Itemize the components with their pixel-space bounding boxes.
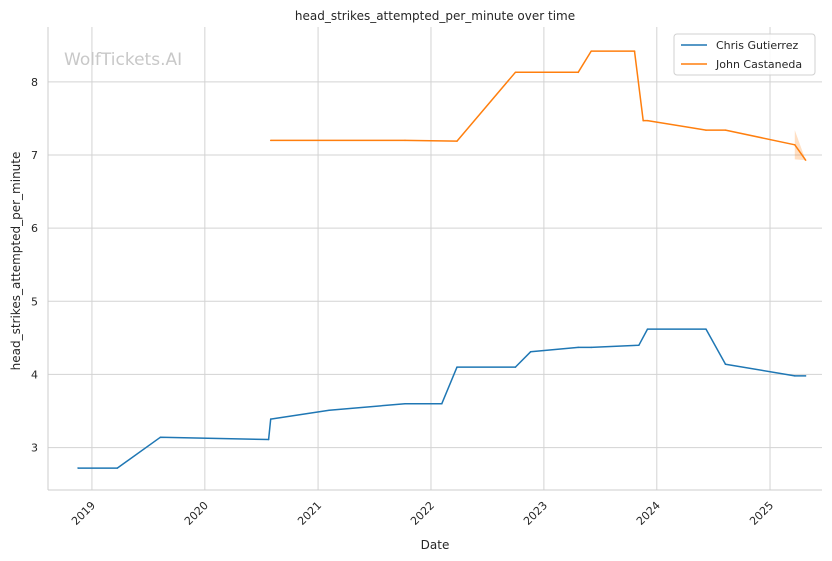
grid — [48, 27, 822, 490]
data-point — [116, 467, 119, 469]
plot-frame — [47, 27, 822, 491]
y-axis-label: head_strikes_attempted_per_minute — [9, 152, 23, 371]
data-point — [590, 50, 592, 52]
data-point — [404, 402, 406, 405]
data-point — [638, 344, 640, 346]
data-point — [456, 140, 458, 142]
chart-title: head_strikes_attempted_per_minute over t… — [295, 9, 575, 23]
data-point — [724, 129, 727, 131]
data-point — [514, 366, 517, 368]
data-point — [590, 346, 592, 349]
series-john-castaneda — [269, 50, 807, 161]
x-axis-label: Date — [421, 538, 450, 552]
data-point — [642, 119, 644, 122]
data-point — [794, 375, 796, 377]
watermark: WolfTickets.AI — [64, 50, 182, 70]
data-point — [529, 351, 532, 353]
data-point — [646, 119, 649, 122]
data-point — [441, 402, 443, 405]
data-point — [456, 366, 458, 368]
data-point — [267, 438, 270, 441]
confidence-band-john-castaneda — [794, 130, 806, 161]
data-point — [577, 346, 579, 349]
data-point — [269, 418, 272, 420]
data-point — [794, 144, 796, 146]
series-chris-gutierrez — [77, 328, 807, 469]
legend-box — [673, 33, 816, 76]
plot-background — [48, 27, 822, 490]
y-tick-label: 3 — [31, 442, 38, 455]
data-point — [804, 159, 807, 161]
y-tick-label: 7 — [31, 149, 38, 162]
legend-label-john-castaneda: John Castaneda — [715, 58, 802, 71]
data-point — [804, 375, 807, 377]
data-point — [514, 71, 517, 74]
legend: Chris Gutierrez John Castaneda — [673, 33, 816, 76]
y-tick-label: 4 — [31, 368, 38, 381]
data-point — [705, 328, 707, 330]
data-point — [77, 467, 79, 469]
series-layer — [77, 50, 807, 469]
y-tick-label: 5 — [31, 295, 38, 308]
data-point — [269, 139, 272, 142]
y-tick-label: 8 — [31, 76, 38, 89]
data-point — [633, 50, 636, 52]
data-point — [724, 363, 727, 365]
data-point — [328, 409, 330, 412]
data-point — [705, 129, 707, 131]
data-point — [577, 71, 579, 74]
y-tick-label: 6 — [31, 222, 38, 235]
data-point — [159, 436, 162, 439]
legend-label-chris-gutierrez: Chris Gutierrez — [716, 39, 798, 52]
data-point — [646, 328, 649, 330]
data-point — [404, 139, 406, 142]
